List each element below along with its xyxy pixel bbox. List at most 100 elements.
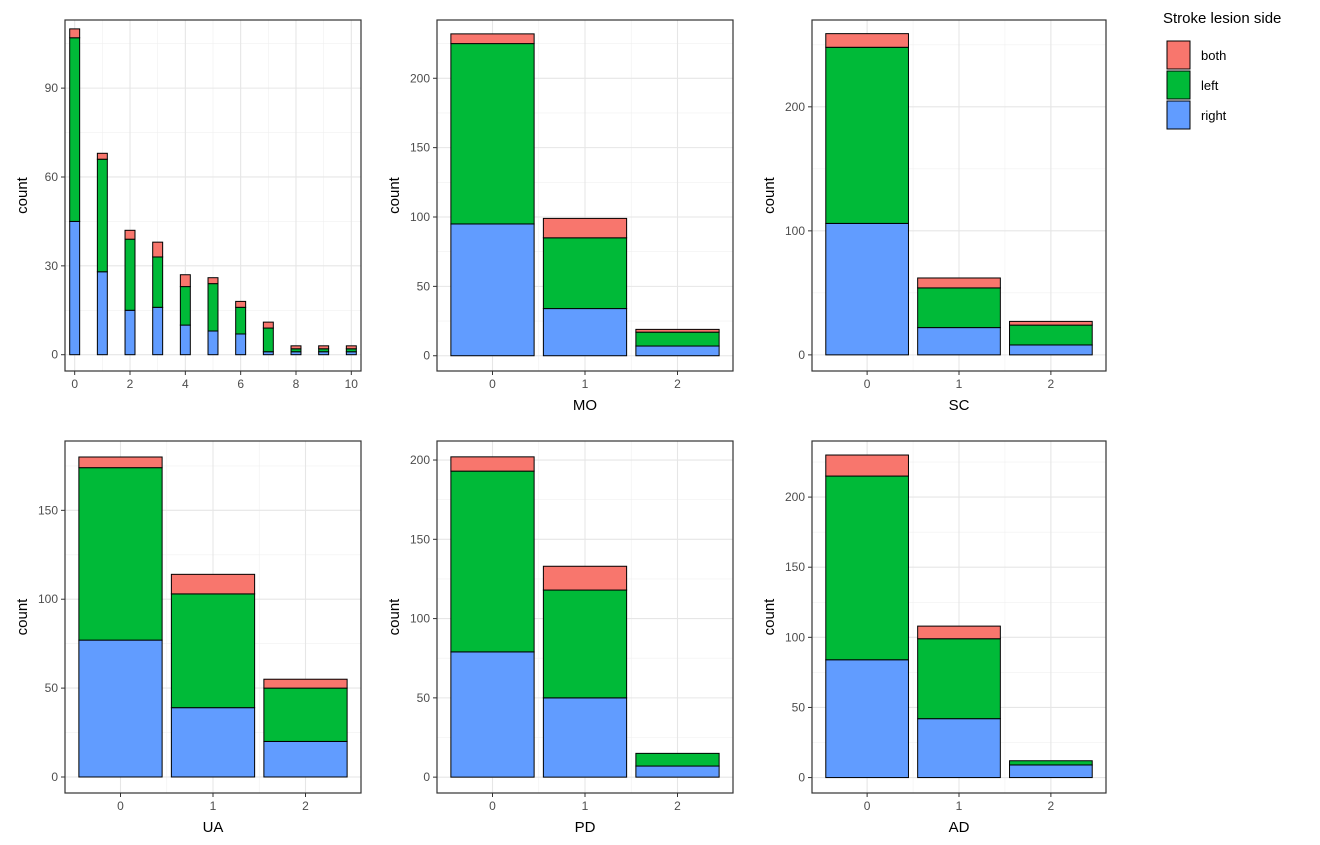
y-tick-label: 100 <box>410 210 430 224</box>
legend-label-both: both <box>1201 48 1226 63</box>
bar-both-2 <box>635 328 720 333</box>
y-tick-label: 150 <box>410 141 430 155</box>
x-axis-title: MO <box>573 397 597 414</box>
y-tick-label: 50 <box>45 681 59 695</box>
y-tick-label: 0 <box>51 770 58 784</box>
x-tick-label: 0 <box>489 377 496 391</box>
bar-both-0 <box>450 456 535 472</box>
bar-right-1 <box>96 271 108 356</box>
bar-both-2 <box>1009 320 1093 326</box>
y-tick-label: 90 <box>45 81 59 95</box>
x-tick-label: 0 <box>489 799 496 813</box>
x-tick-label: 6 <box>237 377 244 391</box>
bar-both-1 <box>170 573 256 595</box>
bar-right-2 <box>263 740 348 778</box>
bar-both-0 <box>69 28 81 39</box>
x-tick-label: 1 <box>582 799 589 813</box>
chart-panel-3: 0 100 200 0 1 2 count SC <box>761 19 1107 414</box>
bar-both-5 <box>207 277 219 285</box>
chart-panel-2: 0 50 100 150 200 0 1 2 count MO <box>386 19 734 414</box>
bar-both-1 <box>917 277 1001 289</box>
y-tick-label: 200 <box>410 71 430 85</box>
x-tick-label: 2 <box>302 799 309 813</box>
y-axis-title: count <box>14 598 31 636</box>
y-tick-label: 100 <box>785 224 805 238</box>
bar-right-0 <box>69 220 81 356</box>
bar-right-6 <box>235 333 247 356</box>
y-tick-label: 50 <box>417 279 431 293</box>
bar-right-0 <box>825 659 909 779</box>
bar-left-0 <box>825 46 909 224</box>
y-tick-label: 50 <box>792 700 806 714</box>
bar-left-0 <box>450 470 535 653</box>
bar-left-0 <box>825 475 909 661</box>
bar-right-1 <box>542 308 628 357</box>
legend-key-left <box>1166 70 1191 100</box>
bar-both-10 <box>345 345 357 350</box>
bar-right-2 <box>635 345 720 357</box>
bar-right-5 <box>207 330 219 356</box>
bar-left-3 <box>152 256 164 308</box>
x-tick-label: 2 <box>674 377 681 391</box>
bar-right-0 <box>78 639 163 778</box>
x-axis-title: UA <box>203 819 224 836</box>
bar-left-2 <box>124 238 136 311</box>
bar-right-1 <box>917 327 1001 356</box>
bar-both-8 <box>290 345 302 350</box>
y-axis-title: count <box>386 598 403 636</box>
bar-left-6 <box>235 306 247 335</box>
bar-both-1 <box>542 565 628 591</box>
y-axis-title: count <box>761 176 778 214</box>
bar-both-1 <box>917 625 1001 640</box>
y-tick-label: 100 <box>38 592 58 606</box>
bar-both-1 <box>96 152 108 160</box>
y-tick-label: 100 <box>785 630 805 644</box>
bar-right-0 <box>450 651 535 778</box>
bar-left-5 <box>207 283 219 332</box>
y-axis-title: count <box>761 598 778 636</box>
y-tick-label: 0 <box>423 770 430 784</box>
bar-left-0 <box>78 467 163 641</box>
y-tick-label: 0 <box>51 348 58 362</box>
legend-label-left: left <box>1201 78 1219 93</box>
x-tick-label: 1 <box>956 799 963 813</box>
y-tick-label: 60 <box>45 170 59 184</box>
y-tick-label: 200 <box>410 453 430 467</box>
y-tick-label: 150 <box>410 532 430 546</box>
y-tick-label: 150 <box>38 503 58 517</box>
x-axis-title: AD <box>949 819 970 836</box>
bar-right-1 <box>170 707 256 778</box>
bar-right-3 <box>152 306 164 356</box>
bar-right-0 <box>825 222 909 356</box>
x-tick-label: 0 <box>71 377 78 391</box>
chart-panel-1: 0 30 60 90 0 2 4 6 8 10 count <box>14 19 362 391</box>
bar-right-2 <box>1009 344 1093 356</box>
legend-label-right: right <box>1201 108 1227 123</box>
bar-both-1 <box>542 217 628 239</box>
y-tick-label: 0 <box>798 348 805 362</box>
bar-left-0 <box>450 43 535 225</box>
bar-left-2 <box>635 752 720 767</box>
bar-right-2 <box>124 309 136 356</box>
bar-both-2 <box>124 229 136 240</box>
x-tick-label: 1 <box>210 799 217 813</box>
x-axis-title: SC <box>949 397 970 414</box>
bar-both-0 <box>450 33 535 45</box>
bar-left-2 <box>1009 324 1093 346</box>
y-tick-label: 50 <box>417 691 431 705</box>
bar-left-7 <box>262 327 274 353</box>
x-tick-label: 10 <box>345 377 359 391</box>
x-tick-label: 1 <box>956 377 963 391</box>
x-tick-label: 0 <box>864 799 871 813</box>
legend-title: Stroke lesion side <box>1163 10 1281 27</box>
bar-right-1 <box>917 718 1001 779</box>
bar-left-1 <box>917 638 1001 720</box>
bar-left-2 <box>635 331 720 347</box>
y-tick-label: 200 <box>785 490 805 504</box>
bar-left-0 <box>69 37 81 222</box>
x-tick-label: 2 <box>674 799 681 813</box>
bar-both-3 <box>152 241 164 258</box>
x-tick-label: 2 <box>127 377 134 391</box>
bar-left-1 <box>170 593 256 709</box>
bar-left-1 <box>917 287 1001 329</box>
